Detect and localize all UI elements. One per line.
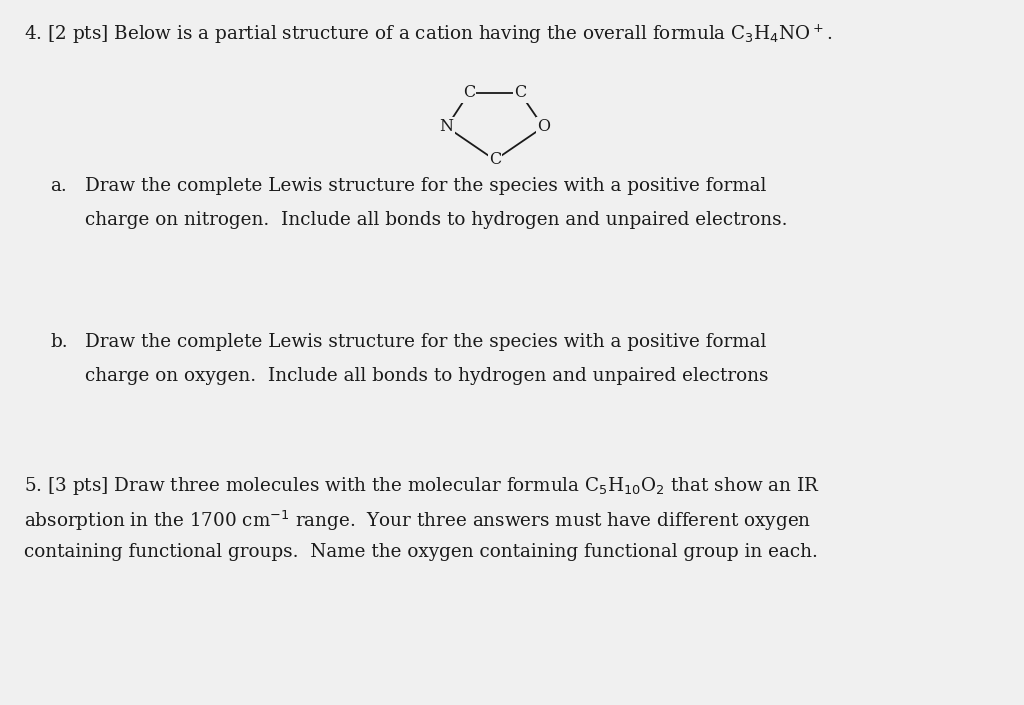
Text: O: O (537, 118, 550, 135)
Text: b.: b. (50, 333, 68, 351)
Text: 5. [3 pts] Draw three molecules with the molecular formula C$_5$H$_{10}$O$_2$ th: 5. [3 pts] Draw three molecules with the… (25, 475, 820, 497)
Text: C: C (514, 85, 526, 102)
Text: 4. [2 pts] Below is a partial structure of a cation having the overall formula C: 4. [2 pts] Below is a partial structure … (25, 23, 833, 47)
Text: charge on nitrogen.  Include all bonds to hydrogen and unpaired electrons.: charge on nitrogen. Include all bonds to… (85, 211, 787, 229)
Text: N: N (439, 118, 454, 135)
Text: Draw the complete Lewis structure for the species with a positive formal: Draw the complete Lewis structure for th… (85, 177, 766, 195)
Text: charge on oxygen.  Include all bonds to hydrogen and unpaired electrons: charge on oxygen. Include all bonds to h… (85, 367, 769, 385)
Text: C: C (488, 152, 501, 168)
Text: containing functional groups.  Name the oxygen containing functional group in ea: containing functional groups. Name the o… (25, 543, 818, 561)
Text: absorption in the 1700 cm$^{-1}$ range.  Your three answers must have different : absorption in the 1700 cm$^{-1}$ range. … (25, 509, 811, 533)
Text: C: C (463, 85, 475, 102)
Text: Draw the complete Lewis structure for the species with a positive formal: Draw the complete Lewis structure for th… (85, 333, 766, 351)
Text: a.: a. (50, 177, 67, 195)
